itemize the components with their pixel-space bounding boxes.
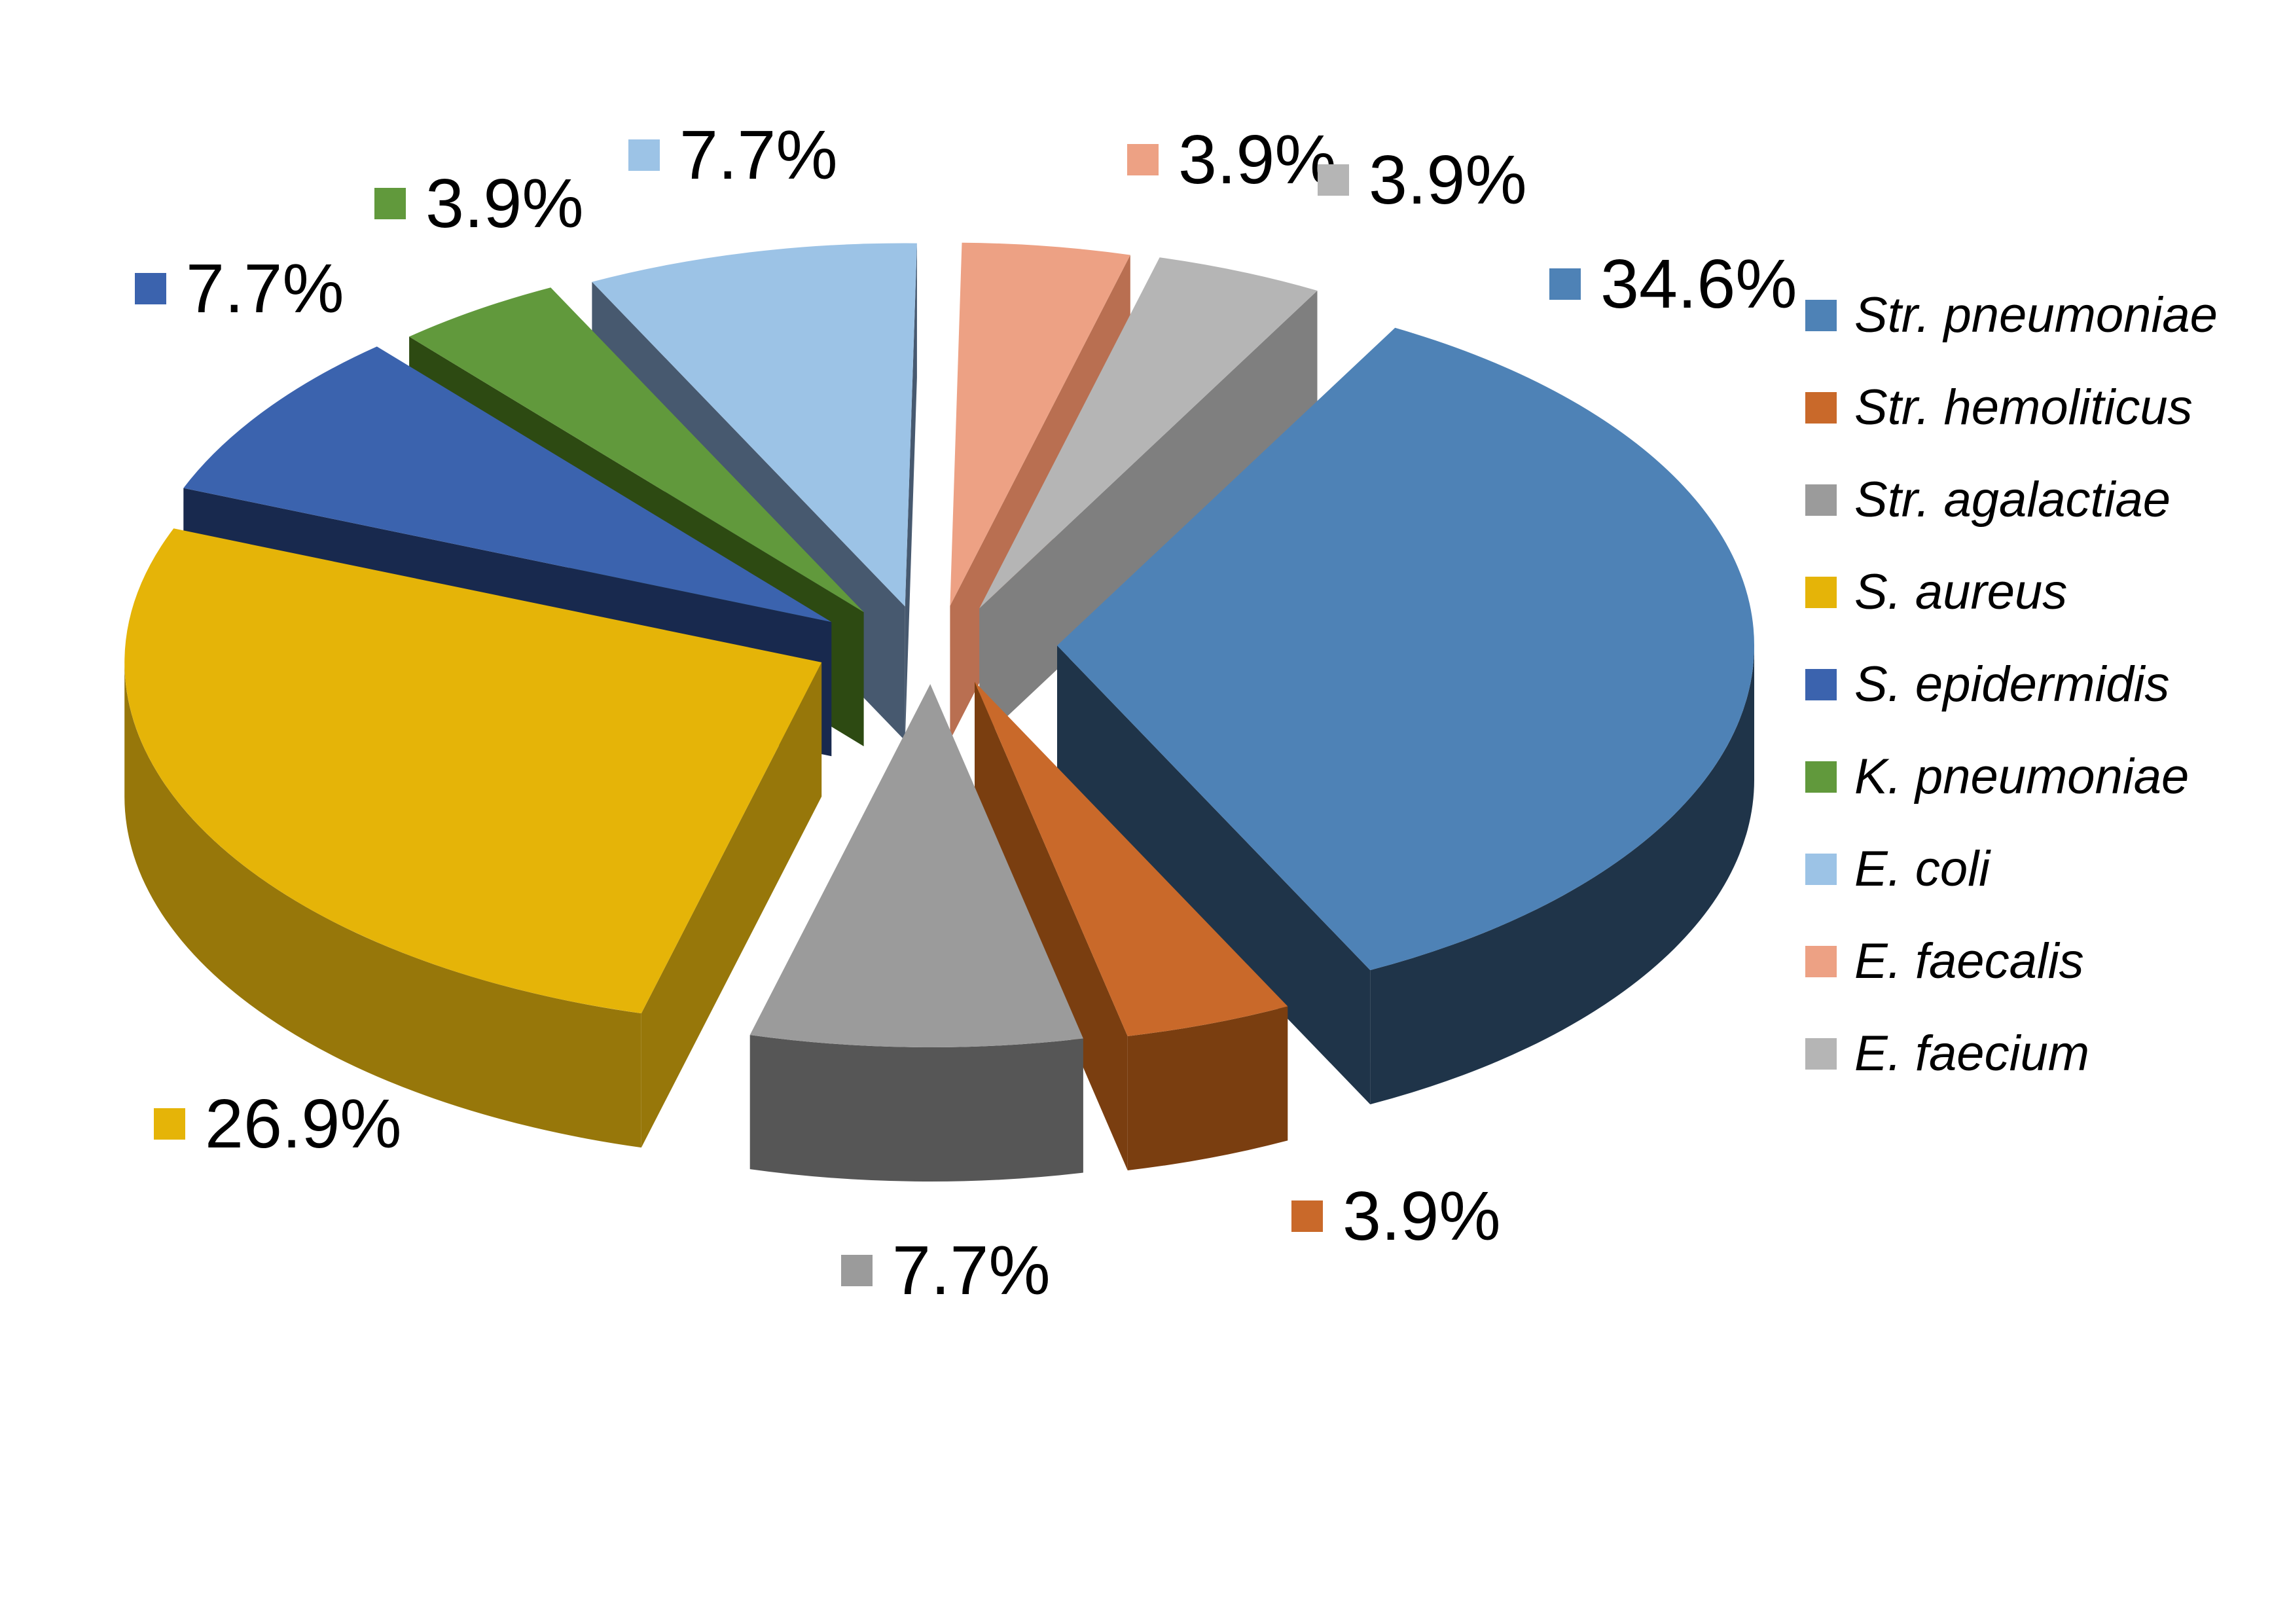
legend-item-e-faecalis: E. faecalis bbox=[1805, 916, 2084, 1008]
legend-item-k-pneumoniae: K. pneumoniae bbox=[1805, 731, 2189, 823]
legend-label-s-epidermidis: S. epidermidis bbox=[1854, 657, 2170, 712]
pie-slice-str-pneumoniae-rim-wall bbox=[1370, 645, 1755, 1105]
legend-item-s-epidermidis: S. epidermidis bbox=[1805, 639, 2170, 731]
legend-swatch-str-agalactiae bbox=[1805, 484, 1837, 516]
data-label-key-e-faecalis bbox=[1127, 144, 1159, 175]
data-label-key-str-hemoliticus bbox=[1291, 1200, 1323, 1232]
legend-label-e-coli: E. coli bbox=[1854, 841, 1990, 897]
legend-item-str-hemoliticus: Str. hemoliticus bbox=[1805, 362, 2193, 454]
data-label-key-s-epidermidis bbox=[135, 273, 166, 304]
pie-slice-e-coli-side-wall bbox=[905, 243, 917, 741]
pie-slice-str-hemoliticus bbox=[975, 681, 1288, 1036]
pie-slice-k-pneumoniae bbox=[409, 287, 864, 613]
data-label-value-str-hemoliticus: 3.9% bbox=[1343, 1178, 1501, 1255]
legend-item-e-coli: E. coli bbox=[1805, 823, 1990, 916]
legend-item-s-aureus: S. aureus bbox=[1805, 547, 2067, 639]
pie-slice-s-aureus-side-wall bbox=[641, 662, 822, 1148]
pie-slice-str-agalactiae-rim-wall bbox=[749, 1035, 1083, 1182]
pie-slice-str-hemoliticus-side-wall bbox=[975, 681, 1128, 1170]
legend-swatch-e-faecium bbox=[1805, 1038, 1837, 1070]
legend-label-str-hemoliticus: Str. hemoliticus bbox=[1854, 380, 2193, 435]
data-label-value-k-pneumoniae: 3.9% bbox=[425, 165, 584, 242]
pie-slice-s-aureus-rim-wall bbox=[124, 662, 641, 1148]
data-label-key-k-pneumoniae bbox=[374, 188, 406, 219]
legend-swatch-str-pneumoniae bbox=[1805, 300, 1837, 331]
data-label-key-str-pneumoniae bbox=[1549, 268, 1581, 300]
legend-swatch-e-coli bbox=[1805, 854, 1837, 885]
pie-slice-e-faecium bbox=[979, 257, 1318, 609]
data-label-value-s-aureus: 26.9% bbox=[205, 1085, 402, 1163]
pie-slice-str-hemoliticus-rim-wall bbox=[1127, 1006, 1288, 1170]
data-label-value-e-faecalis: 3.9% bbox=[1178, 121, 1337, 198]
legend-swatch-s-epidermidis bbox=[1805, 669, 1837, 700]
pie-slice-str-pneumoniae-side-wall bbox=[1057, 645, 1371, 1105]
legend-label-e-faecalis: E. faecalis bbox=[1854, 933, 2084, 989]
data-label-key-s-aureus bbox=[154, 1108, 185, 1140]
legend-swatch-s-aureus bbox=[1805, 577, 1837, 608]
legend-item-e-faecium: E. faecium bbox=[1805, 1008, 2089, 1100]
legend-item-str-agalactiae: Str. agalactiae bbox=[1805, 454, 2171, 547]
legend-label-str-pneumoniae: Str. pneumoniae bbox=[1854, 287, 2218, 343]
data-label-key-e-faecium bbox=[1318, 164, 1349, 196]
legend-swatch-k-pneumoniae bbox=[1805, 761, 1837, 793]
legend-item-str-pneumoniae: Str. pneumoniae bbox=[1805, 270, 2218, 362]
pie-slice-str-pneumoniae bbox=[1057, 327, 1754, 971]
data-label-key-e-coli bbox=[628, 139, 660, 171]
pie-slice-e-faecium-side-wall bbox=[979, 291, 1318, 743]
pie-slice-e-faecalis bbox=[950, 242, 1130, 606]
data-label-value-str-agalactiae: 7.7% bbox=[892, 1232, 1051, 1309]
data-label-value-e-coli: 7.7% bbox=[679, 117, 838, 194]
pie-slice-str-agalactiae bbox=[749, 684, 1083, 1048]
data-label-value-str-pneumoniae: 34.6% bbox=[1600, 245, 1797, 323]
legend-label-e-faecium: E. faecium bbox=[1854, 1026, 2090, 1081]
pie-slice-s-epidermidis bbox=[183, 346, 832, 623]
data-label-value-s-epidermidis: 7.7% bbox=[186, 250, 344, 327]
pie-slice-e-coli bbox=[592, 243, 917, 607]
legend-label-str-agalactiae: Str. agalactiae bbox=[1854, 472, 2171, 528]
legend-swatch-e-faecalis bbox=[1805, 946, 1837, 977]
legend-label-s-aureus: S. aureus bbox=[1854, 564, 2068, 620]
legend-swatch-str-hemoliticus bbox=[1805, 392, 1837, 424]
data-label-key-str-agalactiae bbox=[841, 1255, 873, 1286]
pie-slice-s-aureus bbox=[124, 528, 822, 1014]
data-label-value-e-faecium: 3.9% bbox=[1369, 141, 1527, 219]
legend-label-k-pneumoniae: K. pneumoniae bbox=[1854, 749, 2190, 804]
